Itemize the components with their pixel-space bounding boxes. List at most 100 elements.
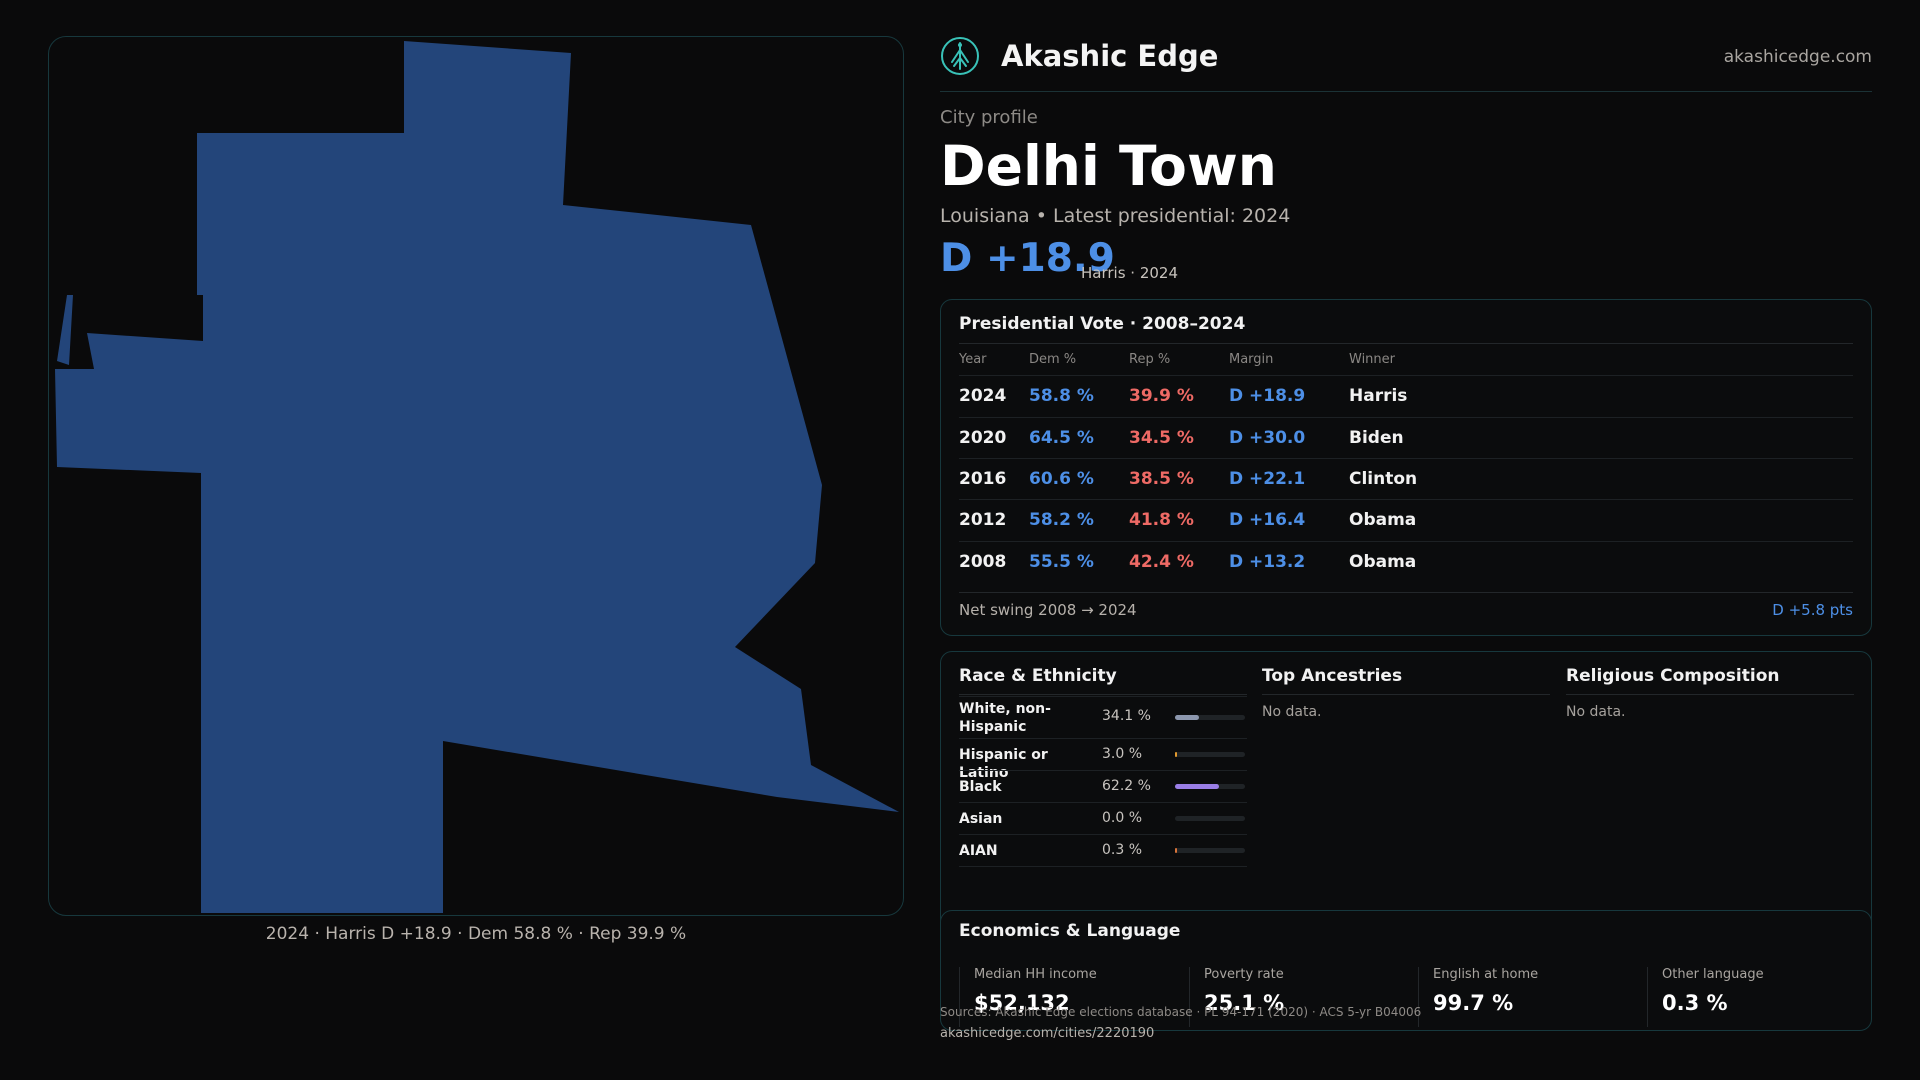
brand-header: Akashic Edge akashicedge.com — [940, 36, 1872, 92]
presidential-vote-card: Presidential Vote · 2008–2024 Year Dem %… — [940, 299, 1872, 636]
cell-rep: 41.8 % — [1129, 510, 1194, 530]
city-boundary-shape — [55, 41, 899, 913]
sources-note: Sources: Akashic Edge elections database… — [940, 1005, 1422, 1019]
stat-label: Median HH income — [974, 967, 1097, 982]
race-label: AIAN — [959, 843, 998, 859]
column-header-winner: Winner — [1349, 352, 1396, 367]
column-header-year: Year — [959, 352, 987, 367]
religion-empty-text: No data. — [1566, 704, 1626, 720]
divider — [959, 694, 1247, 695]
race-row: Black 62.2 % — [959, 770, 1247, 802]
econ-stat-poverty: Poverty rate 25.1 % — [1189, 967, 1284, 1027]
cell-rep: 38.5 % — [1129, 469, 1194, 489]
cell-dem: 58.8 % — [1029, 386, 1094, 406]
cell-margin: D +16.4 — [1229, 510, 1306, 530]
race-label: Black — [959, 779, 1002, 795]
cell-year: 2008 — [959, 552, 1007, 572]
cell-rep: 42.4 % — [1129, 552, 1194, 572]
race-percent: 3.0 % — [1102, 746, 1143, 762]
cell-winner: Clinton — [1349, 469, 1418, 489]
stat-label: English at home — [1433, 967, 1539, 982]
cell-dem: 55.5 % — [1029, 552, 1094, 572]
economics-language-card: Economics & Language Median HH income $5… — [940, 910, 1872, 1031]
race-percent: 0.3 % — [1102, 842, 1143, 858]
cell-margin: D +30.0 — [1229, 428, 1306, 448]
divider — [959, 343, 1853, 344]
stat-label: Poverty rate — [1204, 967, 1284, 982]
column-header-dem: Dem % — [1029, 352, 1077, 367]
race-ethnicity-title: Race & Ethnicity — [959, 666, 1117, 686]
cell-year: 2020 — [959, 428, 1007, 448]
stat-value: 99.7 % — [1433, 991, 1514, 1015]
compass-tree-icon — [941, 37, 979, 75]
race-label: White, non-Hispanic — [959, 701, 1051, 735]
table-row: 2008 55.5 % 42.4 % D +13.2 Obama — [959, 541, 1853, 582]
city-boundary-map — [48, 36, 904, 916]
stat-value: 0.3 % — [1662, 991, 1728, 1015]
race-bar-fill — [1175, 752, 1178, 757]
cell-winner: Biden — [1349, 428, 1404, 448]
brand-name: Akashic Edge — [1001, 39, 1219, 73]
net-swing-value: D +5.8 pts — [1772, 601, 1853, 619]
cell-winner: Obama — [1349, 510, 1417, 530]
cell-winner: Obama — [1349, 552, 1417, 572]
race-bar-fill — [1175, 784, 1219, 789]
stat-label: Other language — [1662, 967, 1764, 982]
cell-rep: 39.9 % — [1129, 386, 1194, 406]
stat-value: $52,132 — [974, 991, 1070, 1015]
net-swing-label: Net swing 2008 → 2024 — [959, 601, 1137, 619]
permalink[interactable]: akashicedge.com/cities/2220190 — [940, 1026, 1155, 1041]
cell-winner: Harris — [1349, 386, 1408, 406]
race-bar-track — [1175, 848, 1245, 853]
race-bar-fill — [1175, 715, 1199, 720]
column-header-rep: Rep % — [1129, 352, 1171, 367]
race-bar-track — [1175, 784, 1245, 789]
econ-stat-other-language: Other language 0.3 % — [1647, 967, 1764, 1027]
race-label: Hispanic or Latino — [959, 747, 1048, 781]
race-percent: 34.1 % — [1102, 708, 1151, 724]
race-row: Hispanic or Latino 3.0 % — [959, 738, 1247, 781]
race-bar-track — [1175, 816, 1245, 821]
race-percent: 62.2 % — [1102, 778, 1151, 794]
stat-value: 25.1 % — [1204, 991, 1285, 1015]
cell-year: 2016 — [959, 469, 1007, 489]
race-bar-track — [1175, 715, 1245, 720]
cell-dem: 60.6 % — [1029, 469, 1094, 489]
cell-rep: 34.5 % — [1129, 428, 1194, 448]
top-ancestries-title: Top Ancestries — [1262, 666, 1403, 686]
econ-stat-income: Median HH income $52,132 — [959, 967, 1097, 1027]
map-caption: 2024 · Harris D +18.9 · Dem 58.8 % · Rep… — [265, 924, 687, 944]
ancestries-empty-text: No data. — [1262, 704, 1322, 720]
race-row: Asian 0.0 % — [959, 802, 1247, 834]
econ-stat-english: English at home 99.7 % — [1418, 967, 1538, 1027]
table-row: 2012 58.2 % 41.8 % D +16.4 Obama — [959, 499, 1853, 540]
divider — [1566, 694, 1854, 695]
table-row: 2024 58.8 % 39.9 % D +18.9 Harris — [959, 375, 1853, 416]
headline-margin: D +18.9 — [940, 236, 1115, 281]
brand-url-link[interactable]: akashicedge.com — [1723, 47, 1872, 67]
page-title: Delhi Town — [940, 134, 1277, 198]
headline-margin-note: Harris · 2024 — [1081, 264, 1179, 282]
divider — [959, 592, 1853, 593]
city-boundary-polygon — [55, 41, 899, 913]
race-bar-track — [1175, 752, 1245, 757]
divider — [1262, 694, 1550, 695]
race-bar-fill — [1175, 848, 1178, 853]
cell-margin: D +13.2 — [1229, 552, 1306, 572]
column-header-margin: Margin — [1229, 352, 1274, 367]
table-row: 2020 64.5 % 34.5 % D +30.0 Biden — [959, 417, 1853, 458]
cell-dem: 64.5 % — [1029, 428, 1094, 448]
cell-margin: D +22.1 — [1229, 469, 1306, 489]
table-row: 2016 60.6 % 38.5 % D +22.1 Clinton — [959, 458, 1853, 499]
cell-dem: 58.2 % — [1029, 510, 1094, 530]
race-row: White, non-Hispanic 34.1 % — [959, 696, 1247, 737]
cell-year: 2024 — [959, 386, 1007, 406]
race-label: Asian — [959, 811, 1003, 827]
page-eyebrow: City profile — [940, 107, 1038, 128]
card-title: Economics & Language — [959, 921, 1181, 941]
cell-year: 2012 — [959, 510, 1007, 530]
page-subtitle: Louisiana • Latest presidential: 2024 — [940, 205, 1291, 227]
city-profile-panel: Akashic Edge akashicedge.com City profil… — [940, 36, 1872, 1031]
race-percent: 0.0 % — [1102, 810, 1143, 826]
religious-composition-title: Religious Composition — [1566, 666, 1780, 686]
